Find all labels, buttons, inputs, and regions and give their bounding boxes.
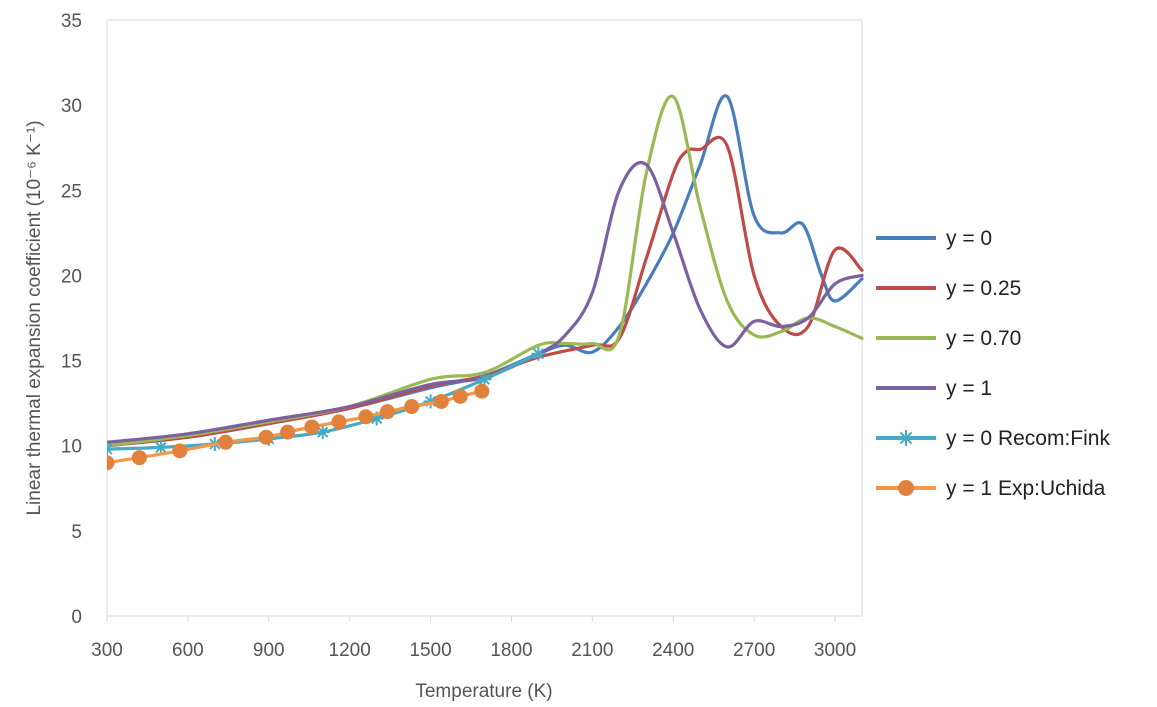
legend-marker — [898, 480, 914, 496]
x-tick-label: 1800 — [490, 640, 532, 661]
series-line — [107, 161, 864, 444]
x-tick-label: 900 — [253, 640, 285, 661]
data-point-circle — [280, 424, 296, 440]
y-axis-ticks: 0 5 10 15 20 25 30 35 — [61, 11, 82, 628]
legend: y = 0 y = 0.25 y = 0.70 y = 1 y = 0 Recom:Fi… — [876, 227, 1110, 500]
legend-label: y = 0.25 — [946, 277, 1021, 300]
y-tick-label: 0 — [71, 607, 82, 628]
data-point-circle — [218, 434, 234, 450]
data-point-circle — [172, 443, 188, 459]
x-tick-label: 1500 — [409, 640, 451, 661]
legend-item: y = 0 Recom:Fink — [876, 427, 1110, 450]
x-tick-label: 3000 — [814, 640, 856, 661]
x-axis-ticks: 300 600 900 1200 1500 1800 2100 2400 2700 3000 — [91, 616, 856, 661]
data-point-circle — [433, 393, 449, 409]
legend-item: y = 0 — [876, 227, 992, 250]
data-point-star — [898, 430, 914, 446]
data-point-star — [315, 425, 330, 440]
data-point-circle — [331, 414, 347, 430]
legend-label: y = 0.70 — [946, 327, 1021, 350]
data-point-circle — [131, 450, 147, 466]
data-point-circle — [304, 419, 320, 435]
x-axis-title: Temperature (K) — [415, 681, 552, 702]
y-tick-label: 5 — [71, 522, 82, 543]
data-point-circle — [404, 399, 420, 415]
y-tick-label: 10 — [61, 437, 82, 458]
data-point-circle — [474, 383, 490, 399]
legend-label: y = 1 Exp:Uchida — [946, 477, 1106, 500]
series-5 — [107, 383, 490, 471]
x-tick-label: 1200 — [329, 640, 371, 661]
x-tick-label: 2700 — [733, 640, 775, 661]
legend-label: y = 1 — [946, 377, 992, 400]
y-axis-title: Linear thermal expansion coefficient (10… — [24, 120, 45, 515]
legend-label: y = 0 — [946, 227, 992, 250]
data-point-circle — [379, 404, 395, 420]
data-point-circle — [107, 455, 115, 471]
y-tick-label: 30 — [61, 96, 82, 117]
data-point-star — [153, 440, 168, 455]
y-tick-label: 15 — [61, 352, 82, 373]
data-point-star — [531, 346, 546, 361]
legend-item: y = 0.70 — [876, 327, 1021, 350]
x-tick-label: 300 — [91, 640, 123, 661]
y-tick-label: 25 — [61, 181, 82, 202]
x-tick-label: 2100 — [571, 640, 613, 661]
legend-item: y = 1 Exp:Uchida — [876, 477, 1106, 500]
y-tick-label: 20 — [61, 266, 82, 287]
series-layer — [107, 94, 864, 471]
legend-item: y = 1 — [876, 377, 992, 400]
data-point-star — [477, 372, 492, 387]
data-point-circle — [258, 429, 274, 445]
plot-area — [106, 19, 863, 617]
x-tick-label: 2400 — [652, 640, 694, 661]
data-point-star — [107, 442, 114, 457]
series-3 — [107, 161, 864, 444]
x-tick-label: 600 — [172, 640, 204, 661]
y-tick-label: 35 — [61, 11, 82, 32]
legend-label: y = 0 Recom:Fink — [946, 427, 1110, 450]
legend-item: y = 0.25 — [876, 277, 1021, 300]
data-point-circle — [452, 388, 468, 404]
data-point-circle — [358, 409, 374, 425]
